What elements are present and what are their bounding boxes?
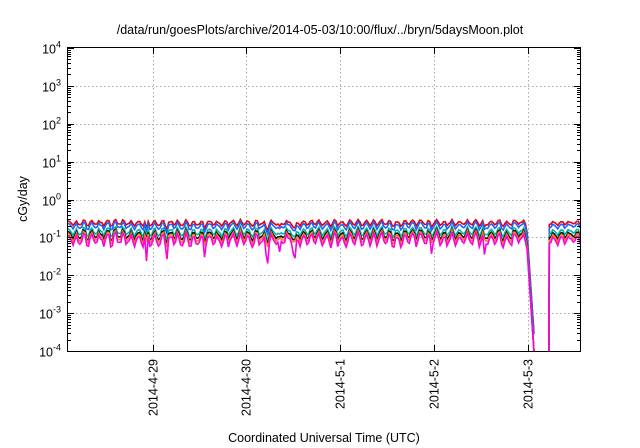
x-tick-label: 2014-5-2 <box>428 359 442 409</box>
y-tick-label: 10-2 <box>39 267 61 284</box>
series-line <box>548 223 581 352</box>
series-line <box>67 227 535 352</box>
x-axis-label: Coordinated Universal Time (UTC) <box>228 431 420 445</box>
y-tick-label: 10-1 <box>39 229 61 246</box>
x-tick-label: 2014-5-3 <box>522 359 536 409</box>
series-line <box>67 219 535 335</box>
y-tick-label: 104 <box>42 40 61 57</box>
x-tick-label: 2014-4-30 <box>240 359 254 416</box>
x-tick-label: 2014-5-1 <box>334 359 348 409</box>
y-tick-label: 102 <box>42 116 61 133</box>
x-tick-label: 2014-4-29 <box>147 359 161 416</box>
y-tick-label: 10-3 <box>39 305 61 322</box>
plot-frame <box>67 47 581 352</box>
x-tick-labels: 2014-4-29 2014-4-30 2014-5-1 2014-5-2 2014-5… <box>147 359 536 416</box>
chart-title: /data/run/goesPlots/archive/2014-05-03/1… <box>117 23 524 37</box>
series-line <box>548 235 581 352</box>
y-axis-label: cGy/day <box>16 175 30 222</box>
series-line <box>548 228 581 352</box>
y-tick-label: 100 <box>42 192 61 209</box>
y-tick-label: 10-4 <box>39 343 61 360</box>
series-lines <box>67 217 581 352</box>
y-tick-label: 103 <box>42 78 61 95</box>
series-line <box>548 220 581 352</box>
axis-ticks <box>68 48 580 352</box>
y-tick-labels: 10-4 10-3 10-2 10-1 100 101 102 103 104 <box>39 40 61 360</box>
y-tick-label: 101 <box>42 154 61 171</box>
series-line <box>67 229 535 352</box>
